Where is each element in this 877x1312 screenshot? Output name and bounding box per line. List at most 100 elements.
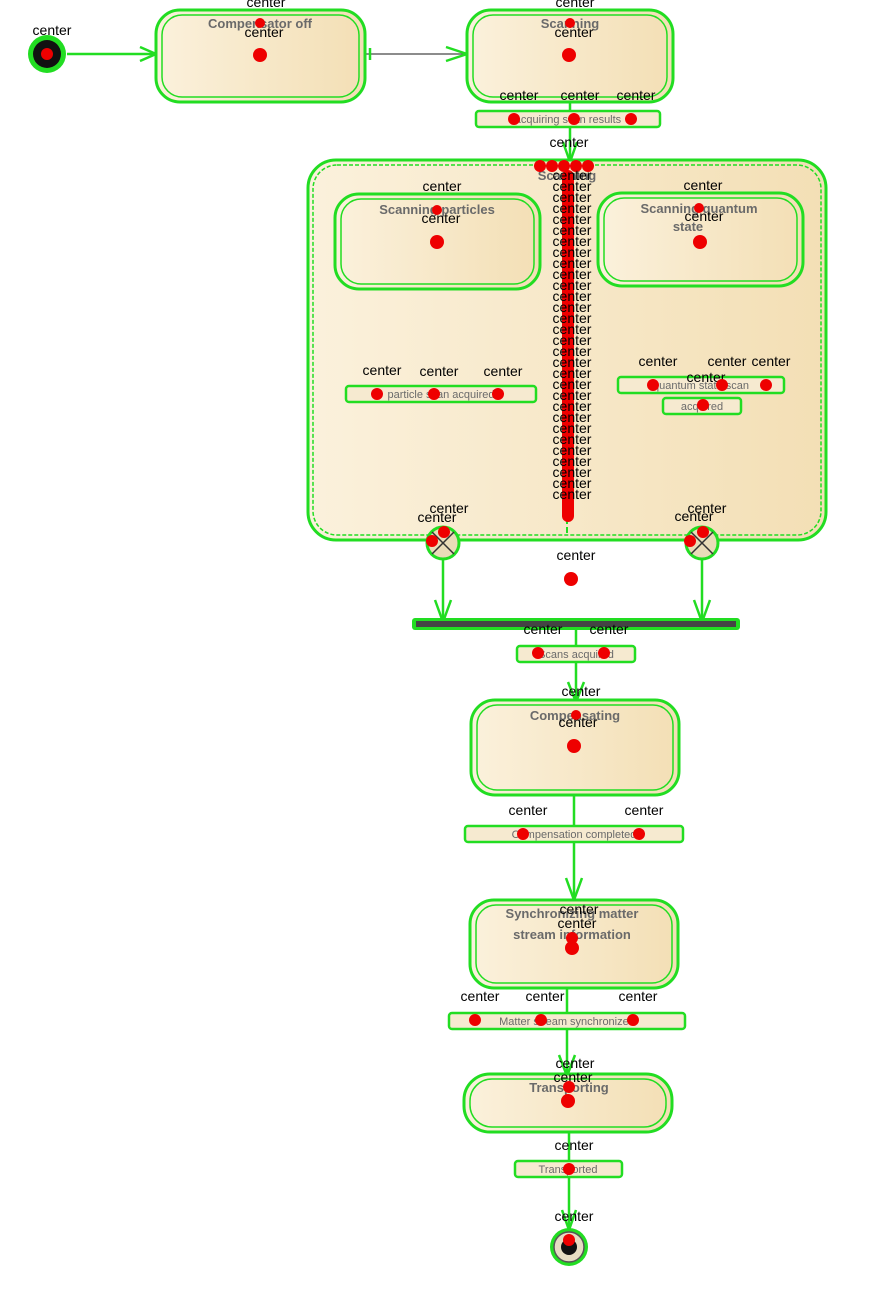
center-text: center bbox=[555, 1208, 594, 1224]
center-dot bbox=[426, 535, 438, 547]
center-text: center bbox=[430, 500, 469, 516]
center-text: center bbox=[553, 321, 592, 337]
center-dot bbox=[693, 235, 707, 249]
center-dot bbox=[568, 113, 580, 125]
center-dot bbox=[567, 739, 581, 753]
center-dot bbox=[760, 379, 772, 391]
label-particle-scan: particle scan acquired bbox=[344, 384, 538, 404]
center-dot bbox=[566, 932, 578, 944]
center-text: center bbox=[33, 22, 72, 38]
center-text: center bbox=[553, 167, 592, 183]
center-dot bbox=[430, 235, 444, 249]
center-text: center bbox=[675, 508, 714, 524]
center-dot bbox=[535, 1014, 547, 1026]
center-text: center bbox=[363, 362, 402, 378]
center-text: center bbox=[684, 177, 723, 193]
center-text: center bbox=[553, 420, 592, 436]
center-text-column: centercentercentercentercentercentercent… bbox=[553, 167, 592, 502]
center-text: center bbox=[625, 802, 664, 818]
center-text: center bbox=[555, 1137, 594, 1153]
center-text: center bbox=[553, 409, 592, 425]
center-text: center bbox=[553, 189, 592, 205]
state-title: state bbox=[673, 219, 703, 234]
center-dot bbox=[517, 828, 529, 840]
center-text: center bbox=[553, 453, 592, 469]
center-dot bbox=[438, 526, 450, 538]
center-annotations: center center center center center cente… bbox=[33, 0, 791, 1246]
state-title: Synchronizing matter bbox=[506, 906, 639, 921]
label-matter-stream: Matter stream synchronized bbox=[447, 1011, 687, 1031]
center-text: center bbox=[553, 486, 592, 502]
center-dot bbox=[697, 526, 709, 538]
center-dot bbox=[627, 1014, 639, 1026]
center-dot bbox=[565, 941, 579, 955]
center-text: center bbox=[461, 988, 500, 1004]
center-text: center bbox=[553, 398, 592, 414]
label-compensation: Compensation completed bbox=[463, 824, 685, 844]
center-dot bbox=[561, 1094, 575, 1108]
center-text: center bbox=[553, 277, 592, 293]
final-node[interactable] bbox=[550, 1228, 588, 1266]
center-text: center bbox=[553, 387, 592, 403]
center-text: center bbox=[687, 369, 726, 385]
center-dot bbox=[532, 647, 544, 659]
center-dot bbox=[508, 113, 520, 125]
join-bar[interactable] bbox=[412, 618, 740, 630]
center-text: center bbox=[685, 208, 724, 224]
center-dot bbox=[716, 379, 728, 391]
center-dot bbox=[563, 1163, 575, 1175]
center-text: center bbox=[562, 683, 601, 699]
center-dot-column bbox=[562, 170, 574, 522]
center-text: center bbox=[556, 0, 595, 10]
center-dot bbox=[428, 388, 440, 400]
svg-text:Matter stream synchronized: Matter stream synchronized bbox=[499, 1016, 635, 1028]
center-text: center bbox=[553, 222, 592, 238]
center-dot bbox=[684, 535, 696, 547]
center-text: center bbox=[555, 24, 594, 40]
center-dot bbox=[564, 572, 578, 586]
center-text: center bbox=[619, 988, 658, 1004]
center-text: center bbox=[418, 509, 457, 525]
center-dot bbox=[371, 388, 383, 400]
center-dot bbox=[565, 18, 575, 28]
center-text: center bbox=[559, 714, 598, 730]
center-dot bbox=[582, 160, 594, 172]
center-text: center bbox=[558, 915, 597, 931]
center-text: center bbox=[688, 500, 727, 516]
center-dot bbox=[432, 205, 442, 215]
center-dot bbox=[41, 48, 53, 60]
center-text: center bbox=[553, 244, 592, 260]
center-text: center bbox=[553, 178, 592, 194]
center-text: center bbox=[553, 266, 592, 282]
center-text: center bbox=[553, 376, 592, 392]
center-text: center bbox=[553, 354, 592, 370]
center-text: center bbox=[560, 901, 599, 917]
center-text: center bbox=[708, 353, 747, 369]
center-text: center bbox=[245, 24, 284, 40]
center-text: center bbox=[553, 299, 592, 315]
center-text: center bbox=[590, 621, 629, 637]
center-text: center bbox=[420, 363, 459, 379]
center-dot bbox=[570, 160, 582, 172]
center-dot bbox=[697, 399, 709, 411]
center-text: center bbox=[526, 988, 565, 1004]
center-text: center bbox=[553, 310, 592, 326]
center-text: center bbox=[554, 1069, 593, 1085]
center-dot bbox=[647, 379, 659, 391]
center-text: center bbox=[553, 233, 592, 249]
svg-text:particle scan acquired: particle scan acquired bbox=[387, 389, 494, 401]
center-text: center bbox=[553, 431, 592, 447]
center-text: center bbox=[247, 0, 286, 10]
center-text: center bbox=[553, 365, 592, 381]
center-dot bbox=[546, 160, 558, 172]
center-dot bbox=[253, 48, 267, 62]
center-text: center bbox=[553, 255, 592, 271]
center-text: center bbox=[557, 547, 596, 563]
center-dot bbox=[598, 647, 610, 659]
center-text: center bbox=[639, 353, 678, 369]
center-text: center bbox=[617, 87, 656, 103]
center-text: center bbox=[422, 210, 461, 226]
svg-text:Scans acquired: Scans acquired bbox=[538, 649, 614, 661]
center-text: center bbox=[553, 343, 592, 359]
